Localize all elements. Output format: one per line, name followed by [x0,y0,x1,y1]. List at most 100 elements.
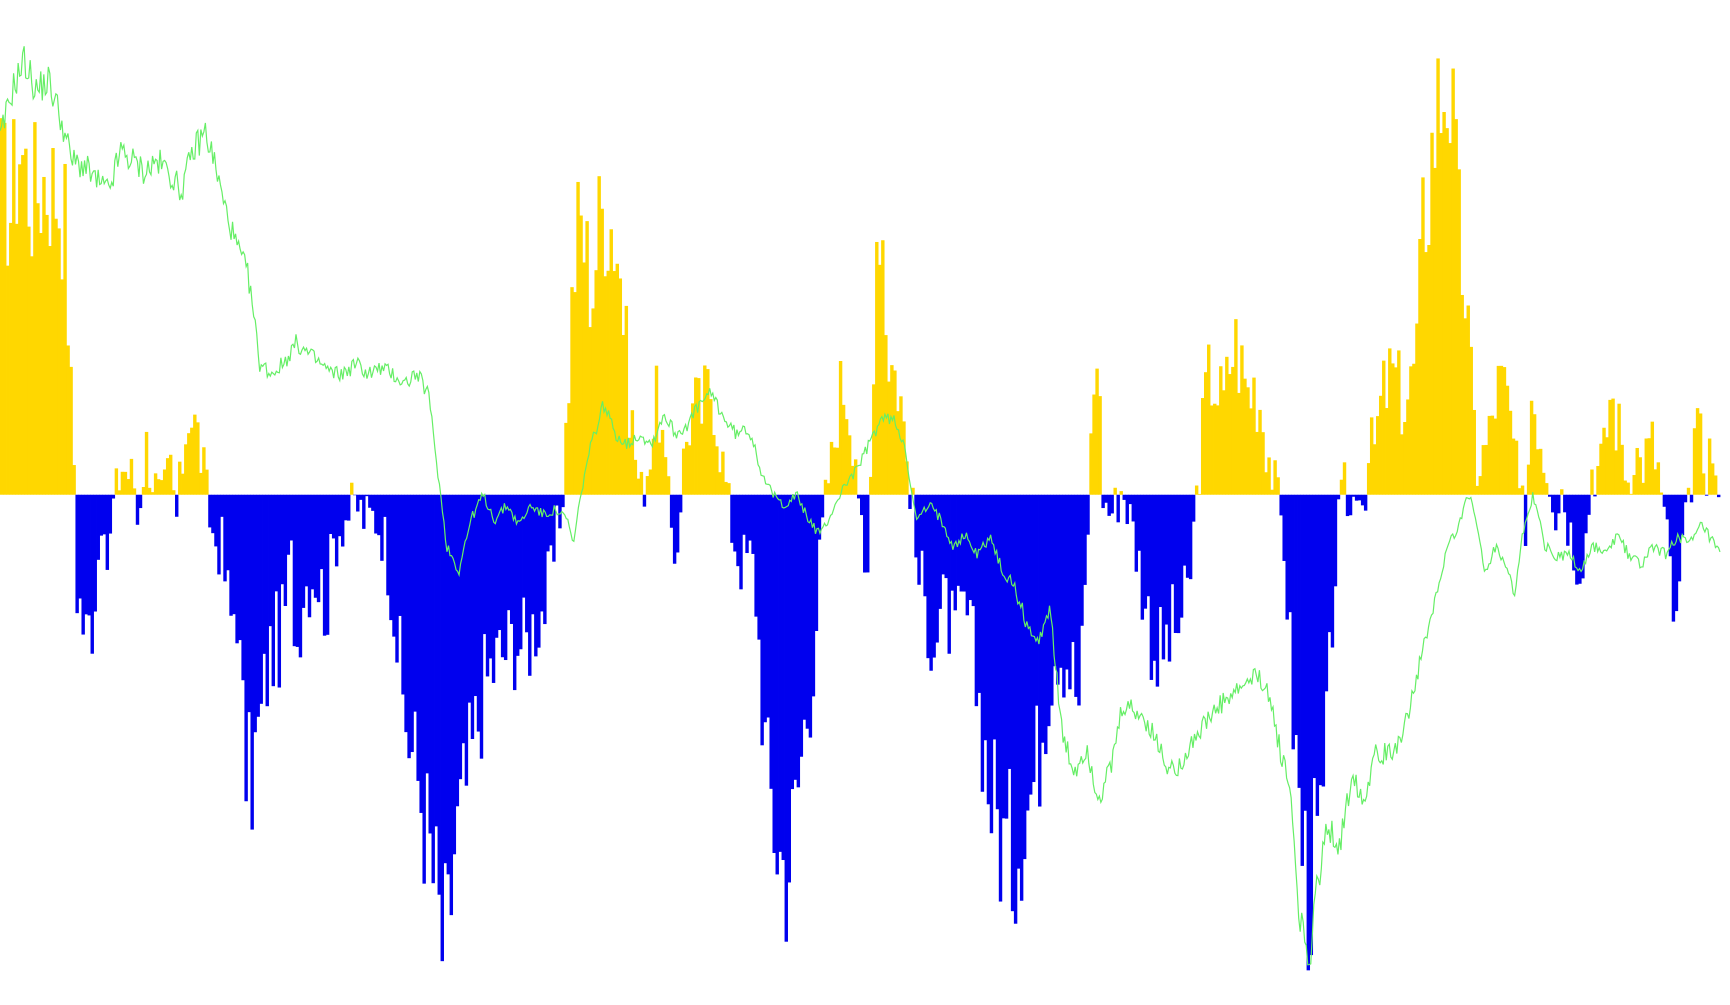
negative-bar [796,494,801,788]
positive-bar [114,468,119,495]
negative-bar [528,494,532,676]
positive-bar [1258,409,1262,495]
negative-bar [929,494,933,671]
negative-bar [962,494,967,592]
negative-bar [310,494,315,590]
negative-bar [238,494,242,641]
negative-bar [1279,494,1283,516]
negative-bar [105,494,110,570]
positive-bar [890,365,894,495]
negative-bar [220,494,224,517]
negative-bar [461,494,466,744]
positive-bar [609,229,613,495]
positive-bar [651,438,656,495]
negative-bar [1101,494,1105,509]
negative-bar [1173,494,1178,633]
positive-bar [660,429,665,495]
negative-bar [1056,494,1060,685]
negative-bar [1587,494,1591,515]
negative-bar [1584,494,1588,534]
negative-bar [1566,494,1570,546]
positive-bar [1366,463,1371,495]
negative-bar [353,494,357,496]
positive-bar [1514,440,1519,495]
positive-bar [727,483,731,495]
positive-bar [1092,394,1096,495]
positive-bar [594,270,598,495]
negative-bar [856,494,861,499]
negative-bar [413,494,417,712]
negative-bar [175,494,179,517]
positive-bar [1243,378,1247,495]
negative-bar [1004,494,1009,819]
positive-bar [57,228,61,495]
positive-bar [69,366,73,495]
positive-bar [1629,493,1633,495]
positive-bar [1608,399,1612,495]
positive-bar [205,469,209,495]
positive-bar [1394,367,1398,495]
positive-bar [681,448,686,495]
positive-bar [1442,112,1446,495]
positive-bar [648,469,653,495]
positive-bar [1653,469,1658,495]
positive-bar [1614,450,1618,495]
positive-bar [1273,460,1277,495]
negative-bar [766,494,770,718]
negative-bar [108,494,113,534]
positive-bar [181,473,185,495]
positive-bar [684,441,689,495]
negative-bar [1050,494,1054,706]
positive-bar [1644,438,1648,495]
positive-bar [0,118,4,495]
negative-bar [1035,494,1039,706]
positive-bar [1403,422,1407,495]
positive-bar [718,472,722,495]
negative-bar [331,494,336,539]
positive-bar [1439,133,1443,495]
negative-bar [1689,494,1694,503]
positive-bar [1098,396,1102,495]
positive-bar [1481,445,1486,495]
positive-bar [27,226,31,495]
negative-bar [555,494,559,506]
negative-bar [1294,494,1298,736]
positive-bar [887,381,891,495]
positive-bar [126,479,131,495]
positive-bar [1451,68,1455,495]
negative-bar [1345,494,1350,517]
positive-bar [829,441,834,495]
negative-bar [1297,494,1301,788]
negative-bar [407,494,411,759]
negative-bar [1065,494,1069,670]
negative-bar [932,494,936,658]
positive-bar [1339,479,1344,495]
negative-bar [84,494,88,615]
negative-bar [914,494,918,558]
negative-bar [419,494,423,813]
negative-bar [784,494,788,942]
negative-bar [923,494,927,597]
negative-bar [1312,494,1317,779]
negative-bar [1104,494,1108,503]
positive-bar [1484,444,1489,495]
negative-bar [1551,494,1555,513]
negative-bar [941,494,945,575]
positive-bar [168,454,173,495]
negative-bar [742,494,746,535]
positive-bar [1626,482,1630,495]
positive-bar [666,476,671,495]
positive-bar [1210,405,1214,495]
negative-bar [1662,494,1667,507]
negative-bar [760,494,764,746]
positive-bar [844,419,849,495]
negative-bar [138,494,143,509]
negative-bar [751,494,755,554]
negative-bar [672,494,677,564]
positive-bar [1207,344,1211,495]
positive-bar [585,221,589,495]
positive-bar [1535,449,1540,495]
negative-bar [1074,494,1078,697]
negative-bar [1086,494,1090,535]
